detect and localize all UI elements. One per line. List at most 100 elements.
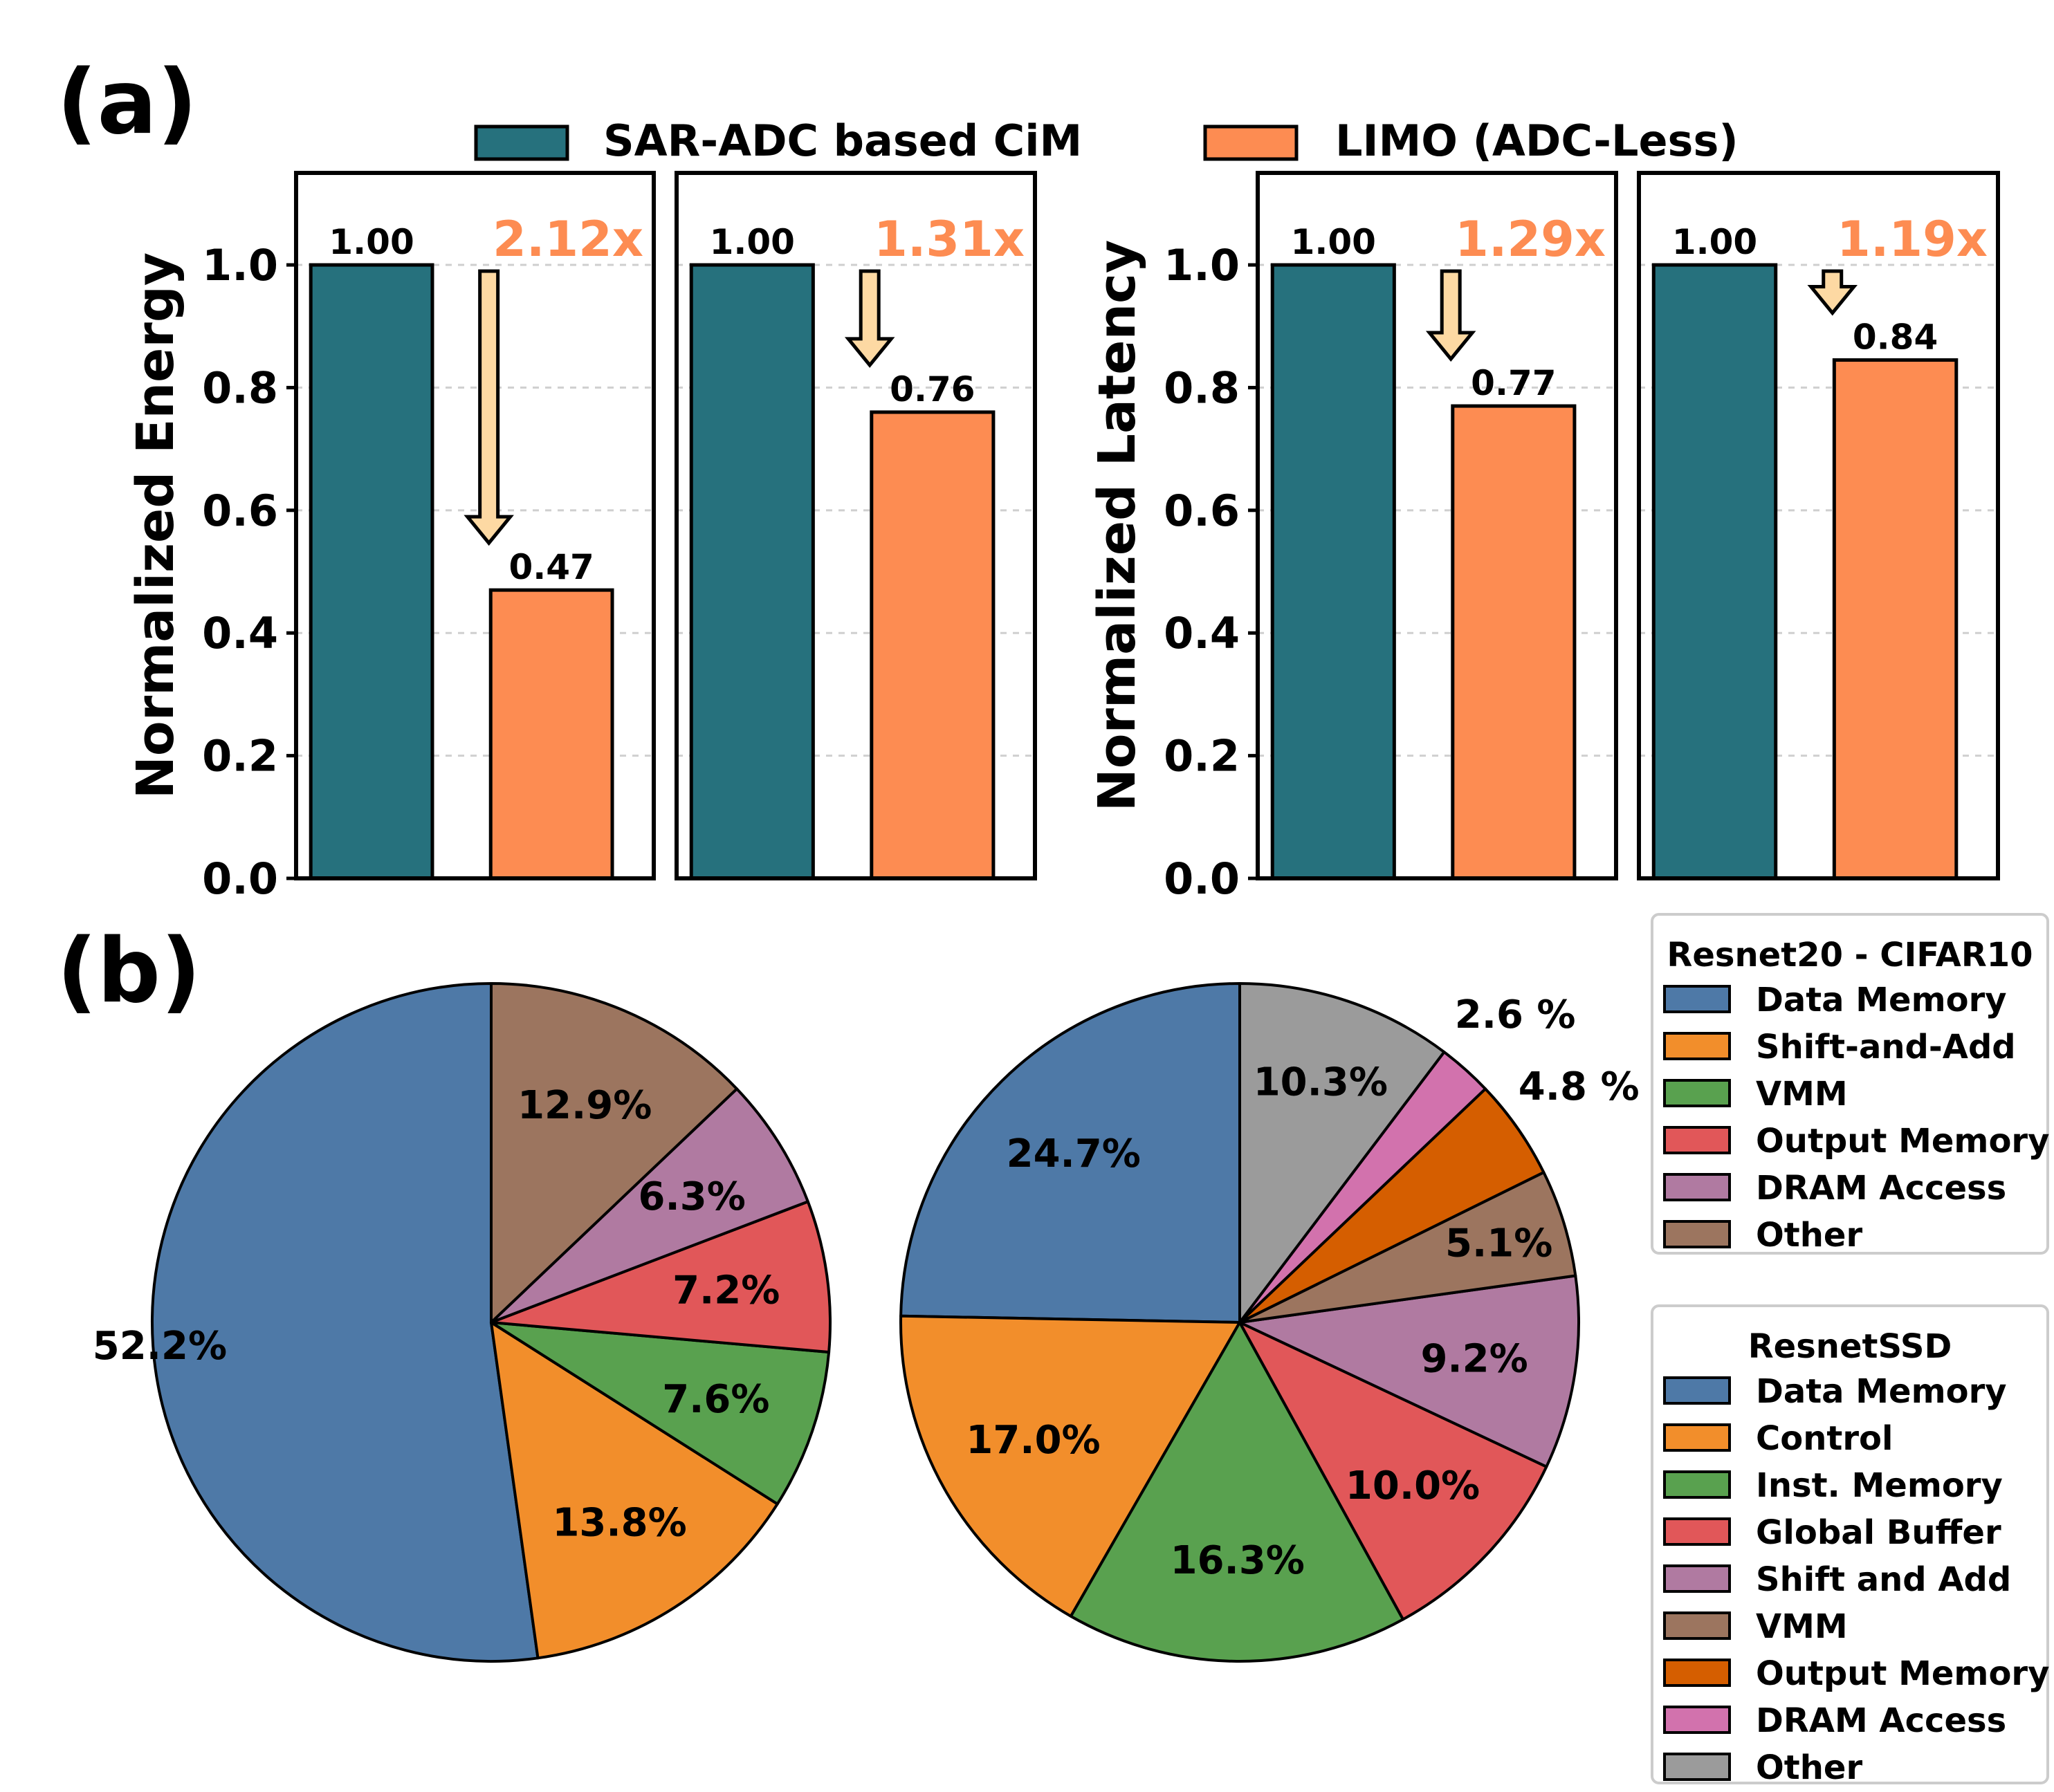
- pie-legends: Resnet20 - CIFAR10 Data Memory Shift-and-A…: [1651, 913, 2049, 1787]
- bar-1-1: [870, 410, 996, 880]
- reduction-arrow-2: [1425, 269, 1476, 362]
- pie-slice-label-1-1: 17.0%: [966, 1418, 1100, 1463]
- pie-slice-1-4: [1238, 1274, 1580, 1468]
- improvement-label-3: 1.19x: [1837, 211, 1988, 268]
- bar-3-1: [1832, 358, 1959, 880]
- reduction-arrow-0: [464, 269, 514, 546]
- pie-legend-swatch-1-3: [1663, 1517, 1731, 1546]
- bar-3-0: [1651, 263, 1778, 880]
- pie-legend-title-0: Resnet20 - CIFAR10: [1667, 936, 2033, 974]
- pie-legend-label-1-3: Global Buffer: [1756, 1513, 2001, 1552]
- pie-legend-0: Resnet20 - CIFAR10 Data Memory Shift-and-A…: [1651, 913, 2049, 1255]
- pie-slice-0-5: [490, 982, 739, 1324]
- ytick-label-2-4: 0.8: [1164, 362, 1240, 413]
- pie-slice-0-0: [151, 982, 540, 1663]
- bar-panel-1: 1.00 0.76 1.31x: [675, 171, 1037, 880]
- pie-slice-label-1-6: 4.8 %: [1519, 1064, 1640, 1109]
- bar-value-label-2-0: 1.00: [1291, 222, 1376, 262]
- legend-a: SAR-ADC based CiM LIMO (ADC-Less): [474, 116, 1739, 166]
- ytick-label-0-5: 1.0: [202, 240, 278, 290]
- pie-legend-label-1-7: DRAM Access: [1756, 1701, 2006, 1740]
- bar-panel-0: 1.00 0.47 2.12x 0.0 0.2 0.4 0.6 0.8 1.0 Normalize…: [126, 171, 656, 904]
- pie-legend-label-1-2: Inst. Memory: [1756, 1466, 2003, 1505]
- legend-a-label-1: LIMO (ADC-Less): [1335, 116, 1739, 166]
- pie-slice-label-0-1: 13.8%: [552, 1500, 686, 1545]
- ytick-label-2-0: 0.0: [1164, 853, 1240, 904]
- pie-legend-label-0-3: Output Memory: [1756, 1122, 2049, 1161]
- pie-1: 24.7% 17.0% 16.3% 10.0% 9.2% 5.1% 4.8 % 2.6 % 10…: [899, 982, 1640, 1663]
- pie-legend-swatch-0-3: [1663, 1126, 1731, 1154]
- pie-slice-1-6: [1238, 1087, 1546, 1324]
- pie-legend-swatch-1-7: [1663, 1706, 1731, 1734]
- pie-legend-box-1: [1651, 1304, 2049, 1784]
- bar-panel-2: 1.00 0.77 1.29x 0.0 0.2 0.4 0.6 0.8 1.0 Normalize…: [1088, 171, 1618, 904]
- pie-slice-label-1-2: 16.3%: [1171, 1538, 1305, 1583]
- improvement-label-0: 2.12x: [493, 211, 643, 268]
- pie-slice-1-0: [899, 982, 1241, 1324]
- legend-a-label-0: SAR-ADC based CiM: [603, 116, 1082, 166]
- pie-legend-label-1-4: Shift and Add: [1756, 1560, 2011, 1599]
- pie-legend-swatch-0-5: [1663, 1220, 1731, 1248]
- pie-legend-swatch-1-6: [1663, 1659, 1731, 1687]
- ytick-label-0-3: 0.6: [202, 486, 278, 536]
- pie-legend-title-1: ResnetSSD: [1748, 1327, 1952, 1366]
- panel-label-b: (b): [57, 920, 201, 1023]
- panel-label-a: (a): [57, 51, 197, 154]
- improvement-label-2: 1.29x: [1455, 211, 1606, 268]
- ytick-label-0-2: 0.4: [202, 608, 278, 658]
- pie-slice-label-0-5: 12.9%: [517, 1083, 652, 1128]
- axes-frame-1: [675, 171, 1037, 880]
- pie-slice-label-1-3: 10.0%: [1346, 1463, 1480, 1508]
- bar-0-0: [309, 263, 434, 880]
- pie-legend-swatch-1-4: [1663, 1564, 1731, 1593]
- pie-legend-swatch-0-0: [1663, 985, 1731, 1013]
- reduction-arrow-3: [1807, 269, 1858, 316]
- pie-legend-label-1-0: Data Memory: [1756, 1372, 2007, 1411]
- ytick-label-2-2: 0.4: [1164, 608, 1240, 658]
- improvement-label-1: 1.31x: [874, 211, 1025, 268]
- pie-slice-0-1: [490, 1321, 779, 1660]
- pie-legend-label-0-2: VMM: [1756, 1075, 1848, 1114]
- pie-slice-label-1-4: 9.2%: [1420, 1337, 1528, 1382]
- pie-slice-label-0-3: 7.2%: [672, 1268, 780, 1313]
- reduction-arrow-1: [844, 269, 895, 368]
- axes-frame-0: [294, 171, 656, 880]
- bar-panel-3: 1.00 0.84 1.19x: [1637, 171, 2000, 880]
- ytick-label-0-4: 0.8: [202, 362, 278, 413]
- pie-slice-0-4: [490, 1087, 809, 1324]
- bar-value-label-1-0: 1.00: [710, 222, 795, 262]
- pie-legend-label-0-5: Other: [1756, 1216, 1862, 1255]
- legend-a-swatch-1: [1203, 124, 1299, 161]
- pie-legend-label-0-0: Data Memory: [1756, 981, 2007, 1019]
- pie-slice-1-2: [1069, 1321, 1405, 1663]
- pie-legend-swatch-1-2: [1663, 1470, 1731, 1499]
- pie-legend-swatch-1-5: [1663, 1611, 1731, 1640]
- bar-value-label-1-1: 0.76: [890, 369, 975, 409]
- ytick-label-0-1: 0.2: [202, 731, 278, 782]
- pie-slice-1-5: [1238, 1171, 1577, 1324]
- pie-slice-label-1-8: 10.3%: [1254, 1060, 1388, 1105]
- pie-legend-label-1-6: Output Memory: [1756, 1654, 2049, 1693]
- bar-1-0: [689, 263, 815, 880]
- ylabel-0: Normalized Energy: [126, 252, 185, 799]
- ytick-label-0-0: 0.0: [202, 853, 278, 904]
- pie-slice-label-1-7: 2.6 %: [1455, 992, 1576, 1037]
- pie-legend-swatch-1-0: [1663, 1376, 1731, 1405]
- pie-0: 52.2% 13.8% 7.6% 7.2% 6.3% 12.9%: [93, 982, 832, 1663]
- bar-2-1: [1451, 404, 1577, 880]
- pie-legend-swatch-1-8: [1663, 1753, 1731, 1781]
- pie-legend-label-1-8: Other: [1756, 1748, 1862, 1787]
- bar-value-label-3-1: 0.84: [1853, 317, 1938, 358]
- pie-slice-label-0-2: 7.6%: [662, 1377, 769, 1422]
- bar-value-label-3-0: 1.00: [1672, 222, 1757, 262]
- pie-slice-label-1-5: 5.1%: [1445, 1221, 1552, 1266]
- pie-legend-label-1-1: Control: [1756, 1419, 1893, 1458]
- pie-slice-1-3: [1238, 1321, 1548, 1621]
- ytick-label-2-3: 0.6: [1164, 486, 1240, 536]
- legend-a-swatch-0: [474, 124, 569, 161]
- bar-0-1: [488, 588, 614, 880]
- bar-charts: 1.00 0.47 2.12x 0.0 0.2 0.4 0.6 0.8 1.0 Normalize…: [126, 171, 2000, 904]
- axes-frame-2: [1256, 171, 1618, 880]
- pie-charts: 52.2% 13.8% 7.6% 7.2% 6.3% 12.9% 24.7% 17.0% 16.…: [93, 982, 1640, 1663]
